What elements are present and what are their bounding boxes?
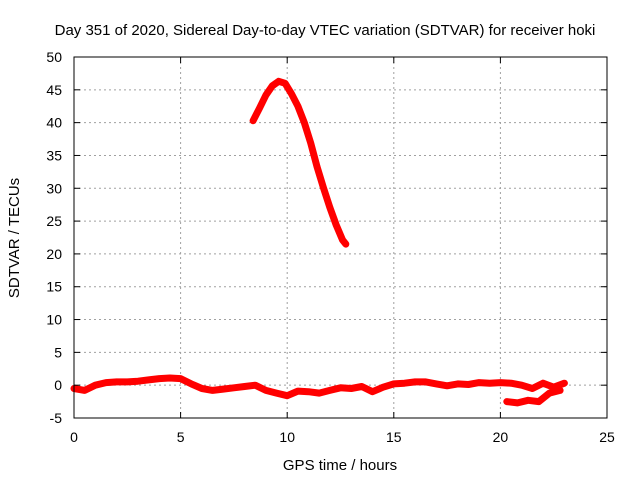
y-tick-label: 20 (46, 246, 62, 262)
series-line-peak (249, 77, 350, 248)
y-tick-label: 35 (46, 147, 62, 163)
x-tick-label: 0 (70, 429, 78, 445)
series-line-baseline (70, 374, 568, 400)
y-tick-label: 45 (46, 82, 62, 98)
y-tick-label: 5 (54, 344, 62, 360)
y-tick-label: 15 (46, 279, 62, 295)
y-tick-label: -5 (50, 410, 63, 426)
x-axis-label: GPS time / hours (283, 457, 397, 474)
y-axis-label: SDTVAR / TECUs (6, 178, 23, 298)
plot-frame (73, 56, 608, 419)
x-tick-label: 10 (279, 429, 295, 445)
x-tick-label: 15 (386, 429, 402, 445)
axis-ticks: 0 5 10 15 20 25 -5 0 5 10 15 20 25 30 35 40 45 50 (46, 49, 615, 445)
x-tick-label: 5 (177, 429, 185, 445)
series-line-late-branch (503, 386, 564, 407)
y-tick-label: 40 (46, 115, 62, 131)
y-tick-label: 50 (46, 49, 62, 65)
x-tick-label: 20 (493, 429, 509, 445)
y-tick-label: 0 (54, 377, 62, 393)
chart-title: Day 351 of 2020, Sidereal Day-to-day VTE… (55, 22, 596, 39)
y-tick-label: 10 (46, 312, 62, 328)
series-layer (70, 77, 568, 407)
y-tick-label: 30 (46, 180, 62, 196)
x-tick-label: 25 (599, 429, 615, 445)
y-tick-label: 25 (46, 213, 62, 229)
